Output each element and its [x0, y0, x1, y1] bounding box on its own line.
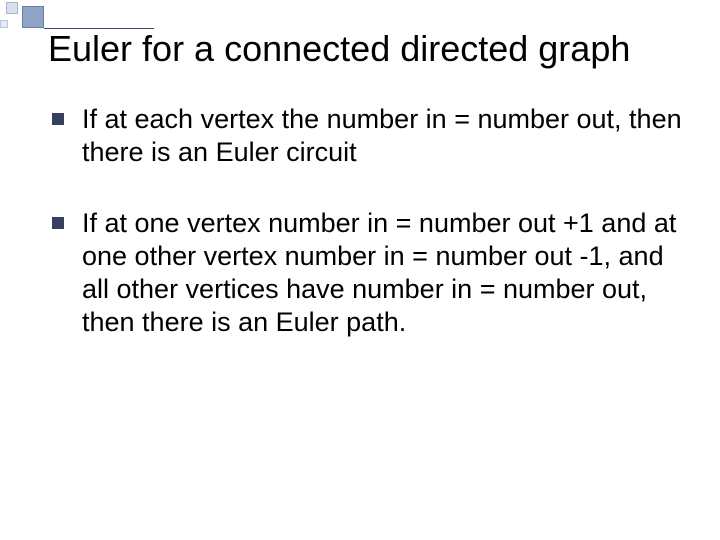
bullet-item: If at one vertex number in = number out …: [48, 207, 688, 339]
deco-square-mid: [6, 2, 18, 14]
slide-title: Euler for a connected directed graph: [48, 28, 688, 69]
bullet-item: If at each vertex the number in = number…: [48, 103, 688, 169]
slide-content: Euler for a connected directed graph If …: [48, 28, 688, 520]
bullet-list: If at each vertex the number in = number…: [48, 103, 688, 339]
deco-square-big: [22, 6, 44, 28]
deco-square-small: [0, 20, 8, 28]
